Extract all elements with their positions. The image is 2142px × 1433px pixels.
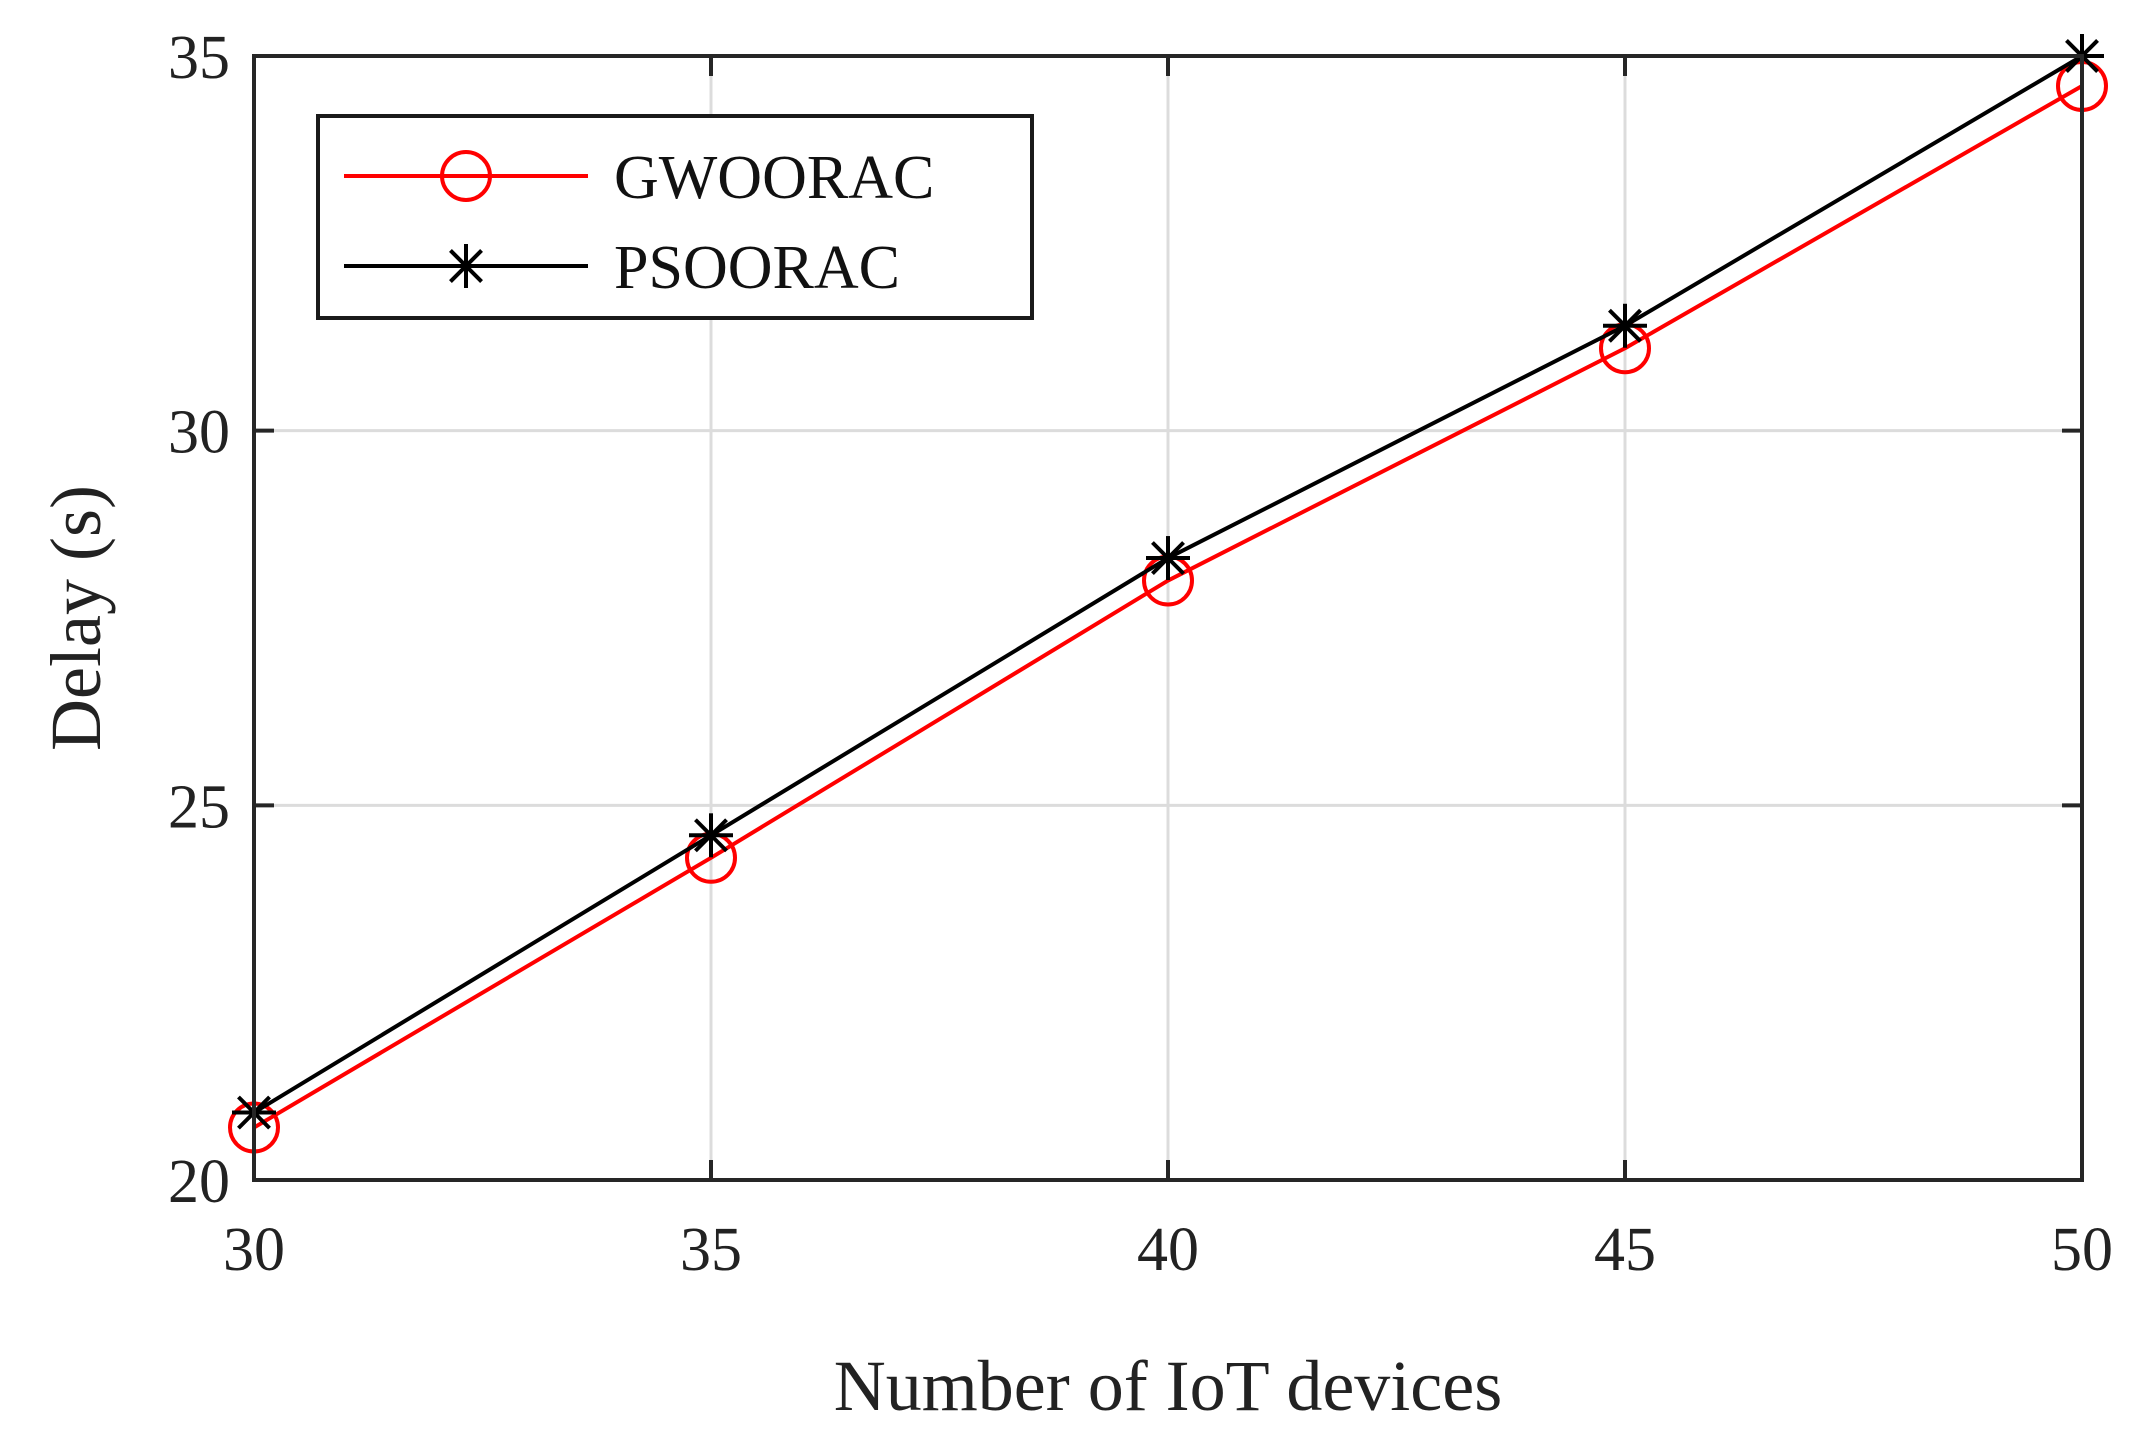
series-line [252,84,2083,1130]
y-axis-title: Delay (s) [36,485,116,751]
data-point [689,813,733,858]
y-tick-label: 35 [168,24,230,92]
data-point [1603,303,1647,348]
x-tick-label: 35 [680,1216,742,1284]
legend-box [316,114,1034,320]
x-tick-label: 45 [1594,1216,1656,1284]
x-axis-title: Number of IoT devices [834,1346,1502,1426]
data-point [1146,536,1190,581]
series-psoorac [232,34,2104,1135]
legend-entry: GWOORAC [344,144,934,212]
legend-marker [440,150,492,202]
x-tick-label: 30 [223,1216,285,1284]
legend-label: PSOORAC [614,234,900,302]
legend-label: GWOORAC [614,144,934,212]
legend-marker [444,244,488,288]
axis-ticks [252,54,2084,1182]
x-tick-label: 40 [1137,1216,1199,1284]
y-tick-label: 20 [168,1148,230,1216]
grid [254,56,2082,1180]
tick-labels: 30 35 40 45 50 20 25 30 35 [168,24,2113,1284]
legend-entry: PSOORAC [344,234,900,302]
y-tick-label: 30 [168,399,230,467]
legend: GWOORAC PSOORAC [316,114,1034,320]
x-tick-label: 50 [2051,1216,2113,1284]
y-tick-label: 25 [168,773,230,841]
